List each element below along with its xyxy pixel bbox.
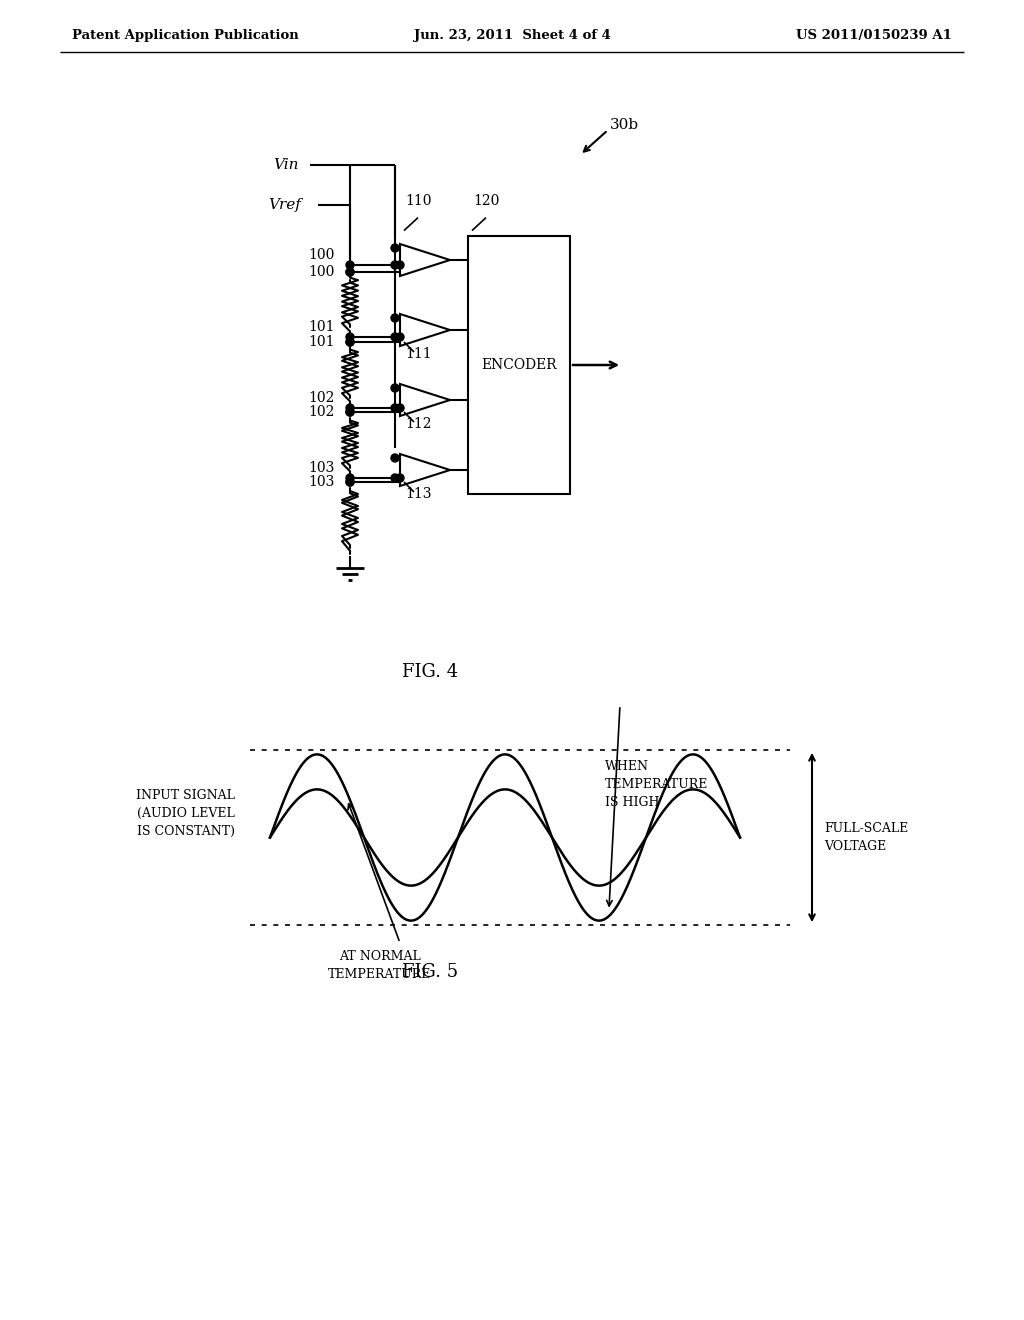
- Circle shape: [391, 474, 399, 482]
- Text: 111: 111: [406, 347, 432, 360]
- Circle shape: [346, 268, 354, 276]
- Text: 103: 103: [308, 461, 335, 475]
- Circle shape: [396, 333, 404, 341]
- Circle shape: [391, 454, 399, 462]
- Circle shape: [346, 338, 354, 346]
- Text: INPUT SIGNAL
(AUDIO LEVEL
IS CONSTANT): INPUT SIGNAL (AUDIO LEVEL IS CONSTANT): [136, 789, 234, 838]
- Text: 101: 101: [308, 319, 335, 334]
- Text: Vref: Vref: [268, 198, 301, 213]
- Text: Vin: Vin: [273, 158, 299, 172]
- Circle shape: [391, 261, 399, 269]
- Circle shape: [346, 478, 354, 486]
- Text: ENCODER: ENCODER: [481, 358, 557, 372]
- Circle shape: [346, 408, 354, 416]
- Circle shape: [346, 268, 354, 276]
- Circle shape: [396, 474, 404, 482]
- Circle shape: [391, 384, 399, 392]
- Circle shape: [346, 404, 354, 412]
- Text: 113: 113: [406, 487, 431, 502]
- Text: 112: 112: [406, 417, 431, 432]
- Circle shape: [391, 244, 399, 252]
- Text: 110: 110: [406, 194, 431, 207]
- Circle shape: [346, 478, 354, 486]
- Circle shape: [391, 404, 399, 412]
- Text: 30b: 30b: [610, 117, 639, 132]
- Text: FULL-SCALE
VOLTAGE: FULL-SCALE VOLTAGE: [824, 822, 908, 853]
- Text: 102: 102: [308, 391, 335, 405]
- Bar: [468, 235, 570, 495]
- Text: FIG. 5: FIG. 5: [402, 964, 458, 981]
- Text: Patent Application Publication: Patent Application Publication: [72, 29, 299, 41]
- Text: 103: 103: [308, 475, 335, 488]
- Text: WHEN
TEMPERATURE
IS HIGH: WHEN TEMPERATURE IS HIGH: [605, 760, 709, 809]
- Text: 120: 120: [473, 194, 500, 207]
- Text: 102: 102: [308, 405, 335, 418]
- Text: FIG. 4: FIG. 4: [402, 663, 458, 681]
- Circle shape: [346, 338, 354, 346]
- Text: 100: 100: [308, 248, 335, 261]
- Circle shape: [346, 333, 354, 341]
- Circle shape: [346, 474, 354, 482]
- Circle shape: [391, 314, 399, 322]
- Circle shape: [391, 333, 399, 341]
- Circle shape: [346, 408, 354, 416]
- Text: AT NORMAL
TEMPERATURE: AT NORMAL TEMPERATURE: [329, 950, 432, 981]
- Circle shape: [396, 261, 404, 269]
- Text: Jun. 23, 2011  Sheet 4 of 4: Jun. 23, 2011 Sheet 4 of 4: [414, 29, 610, 41]
- Circle shape: [346, 261, 354, 269]
- Text: 100: 100: [308, 265, 335, 279]
- Circle shape: [396, 404, 404, 412]
- Text: US 2011/0150239 A1: US 2011/0150239 A1: [796, 29, 952, 41]
- Text: 101: 101: [308, 335, 335, 348]
